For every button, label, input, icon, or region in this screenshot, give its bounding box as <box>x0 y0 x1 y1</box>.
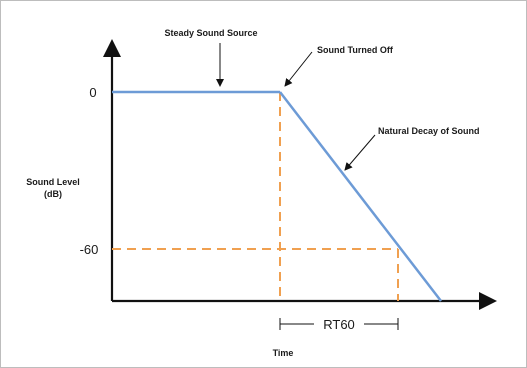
sound-turned-off-label: Sound Turned Off <box>317 45 394 55</box>
rt60-label: RT60 <box>323 317 355 332</box>
y-axis-label-line2: (dB) <box>44 189 62 199</box>
tick-label-minus60: -60 <box>80 242 99 257</box>
natural-decay-label: Natural Decay of Sound <box>378 126 480 136</box>
sound-turned-off-pointer <box>284 51 313 87</box>
tick-label-zero: 0 <box>89 85 96 100</box>
x-axis-label: Time <box>273 348 294 358</box>
y-axis-arrowhead <box>103 39 121 57</box>
steady-sound-source-label: Steady Sound Source <box>164 28 257 38</box>
decay-line <box>279 91 442 302</box>
x-axis-arrowhead <box>479 292 497 310</box>
y-axis-label-line1: Sound Level <box>26 177 80 187</box>
natural-decay-pointer <box>344 134 376 171</box>
